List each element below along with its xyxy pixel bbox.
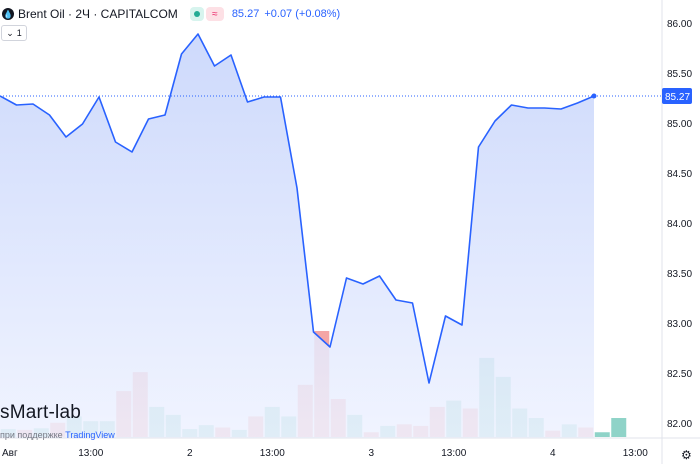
y-tick-label: 85.50 <box>667 69 692 80</box>
gear-icon[interactable]: ⚙ <box>681 448 692 462</box>
y-tick-label: 84.50 <box>667 169 692 180</box>
last-point <box>591 93 597 99</box>
indicator-count: 1 <box>16 28 22 38</box>
last-price-marker: 85.27 <box>0 88 692 104</box>
x-tick-label: 13:00 <box>623 448 648 459</box>
market-open-icon <box>189 7 204 21</box>
x-tick-label: 4 <box>550 448 556 459</box>
x-tick-label: 2 <box>187 448 193 459</box>
status-badges: ≈ <box>189 7 224 21</box>
y-tick-label: 82.50 <box>667 369 692 380</box>
powered-by: при поддержке TradingView <box>0 430 115 440</box>
x-tick-label: 13:00 <box>260 448 285 459</box>
powered-by-prefix: при поддержке <box>0 430 66 440</box>
x-tick-label: Авг <box>2 448 18 459</box>
last-price-badge <box>662 88 692 104</box>
volume-bar <box>594 432 610 437</box>
x-tick-label: 13:00 <box>78 448 103 459</box>
price-change: +0.07 (+0.08%) <box>264 8 341 20</box>
x-tick-label: 3 <box>368 448 374 459</box>
y-tick-label: 83.50 <box>667 269 692 280</box>
chevron-down-icon: ⌄ <box>6 27 14 38</box>
price-line <box>0 33 595 384</box>
last-price: 85.27 <box>231 8 260 20</box>
y-tick-label: 82.00 <box>667 419 692 430</box>
watermark-logo: sMart-lab <box>0 402 81 423</box>
y-tick-label: 85.00 <box>667 119 692 130</box>
y-tick-label: 83.00 <box>667 319 692 330</box>
x-tick-label: 13:00 <box>441 448 466 459</box>
y-tick-label: 86.00 <box>667 19 692 30</box>
collapse-indicators-button[interactable]: ⌄ 1 <box>1 25 27 41</box>
oil-drop-icon: 💧 <box>2 8 14 20</box>
price-area <box>0 33 595 438</box>
price-area-fill <box>0 34 594 438</box>
approx-icon: ≈ <box>205 7 224 21</box>
tradingview-link[interactable]: TradingView <box>65 430 115 440</box>
chart-header: 💧 Brent Oil · 2Ч · CAPITALCOM ≈ 85.27 +0… <box>0 4 340 24</box>
y-tick-label: 84.00 <box>667 219 692 230</box>
last-price-badge-label: 85.27 <box>665 92 690 103</box>
volume-bar <box>611 418 627 437</box>
symbol-title[interactable]: Brent Oil · 2Ч · CAPITALCOM <box>18 7 178 21</box>
